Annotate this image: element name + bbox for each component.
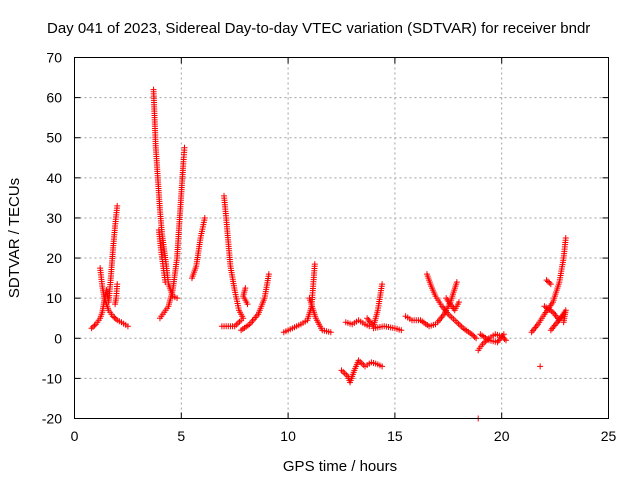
data-point — [468, 331, 475, 338]
series-arc-17 — [370, 323, 405, 334]
series-arc-23 — [477, 331, 507, 346]
y-tick-label: -20 — [42, 411, 62, 427]
y-tick-label: 10 — [46, 290, 62, 306]
series-arc-5 — [155, 226, 169, 286]
data-point — [560, 319, 567, 326]
y-tick-label: 0 — [54, 330, 62, 346]
x-axis-label: GPS time / hours — [283, 458, 397, 475]
data-point — [544, 278, 551, 285]
data-point — [547, 281, 554, 288]
y-tick-label: 30 — [46, 210, 62, 226]
series-arc-9 — [221, 192, 247, 322]
y-tick-label: 40 — [46, 170, 62, 186]
data-point — [88, 325, 95, 332]
data-point — [112, 315, 119, 322]
data-point — [111, 314, 118, 321]
data-point — [560, 311, 567, 318]
data-point — [398, 327, 405, 334]
data-point — [500, 331, 507, 338]
series-outlier-1 — [537, 363, 544, 370]
data-point — [91, 322, 98, 329]
data-point — [162, 279, 169, 286]
series-arc-3 — [112, 281, 121, 308]
data-point — [244, 301, 251, 308]
chart-title: Day 041 of 2023, Sidereal Day-to-day VTE… — [47, 20, 590, 37]
y-tick-label: 70 — [46, 50, 62, 66]
data-point — [265, 271, 272, 278]
series-arc-25 — [543, 277, 554, 288]
series-arc-13 — [306, 295, 334, 336]
plot-frame — [74, 57, 609, 419]
data-point — [471, 333, 478, 340]
data-point — [201, 214, 208, 221]
series-arc-20 — [434, 279, 460, 326]
series-arc-16 — [364, 281, 386, 330]
data-point — [114, 202, 121, 209]
x-tick-label: 10 — [280, 428, 296, 444]
data-point — [311, 261, 318, 268]
data-point — [124, 323, 131, 330]
x-tick-label: 25 — [601, 428, 617, 444]
series-arc-11 — [240, 285, 251, 308]
x-tick-label: 5 — [177, 428, 185, 444]
data-point — [473, 335, 480, 342]
y-tick-label: -10 — [42, 370, 62, 386]
series-arc-6 — [156, 144, 188, 322]
data-point — [455, 299, 462, 306]
y-tick-label: 20 — [46, 250, 62, 266]
grid — [74, 57, 609, 419]
x-tick-label: 0 — [71, 428, 79, 444]
data-point — [470, 332, 477, 339]
y-axis-label: SDTVAR / TECUs — [6, 178, 23, 298]
data-point — [90, 323, 97, 330]
data-point — [543, 277, 550, 284]
series-arc-1 — [88, 202, 121, 332]
tick-labels: 0 5 10 15 20 25 -20 -10 0 10 20 30 40 50 60 70 — [42, 50, 617, 445]
y-tick-label: 60 — [46, 90, 62, 106]
data-point — [502, 337, 509, 344]
data-points — [88, 86, 569, 422]
data-point — [562, 235, 569, 241]
data-point — [453, 279, 460, 286]
data-point — [546, 279, 553, 286]
data-point — [112, 301, 119, 308]
data-point — [240, 315, 247, 322]
y-tick-label: 50 — [46, 130, 62, 146]
series-arc-21 — [443, 295, 462, 314]
series-arc-27 — [547, 311, 567, 334]
x-tick-label: 15 — [387, 428, 403, 444]
data-point — [174, 295, 181, 302]
series-arc-18 — [402, 313, 439, 330]
data-point — [181, 144, 188, 151]
series-arc-2 — [97, 265, 131, 330]
data-point — [327, 329, 334, 336]
series-arc-14 — [338, 357, 386, 386]
series-arc-8 — [218, 317, 245, 330]
data-point — [537, 363, 544, 370]
data-point — [379, 363, 386, 370]
series-arc-10 — [238, 271, 272, 334]
data-point — [109, 313, 116, 320]
series-arc-15 — [342, 317, 373, 330]
x-tick-label: 20 — [494, 428, 510, 444]
series-arc-7 — [188, 214, 208, 282]
data-point — [379, 281, 386, 288]
